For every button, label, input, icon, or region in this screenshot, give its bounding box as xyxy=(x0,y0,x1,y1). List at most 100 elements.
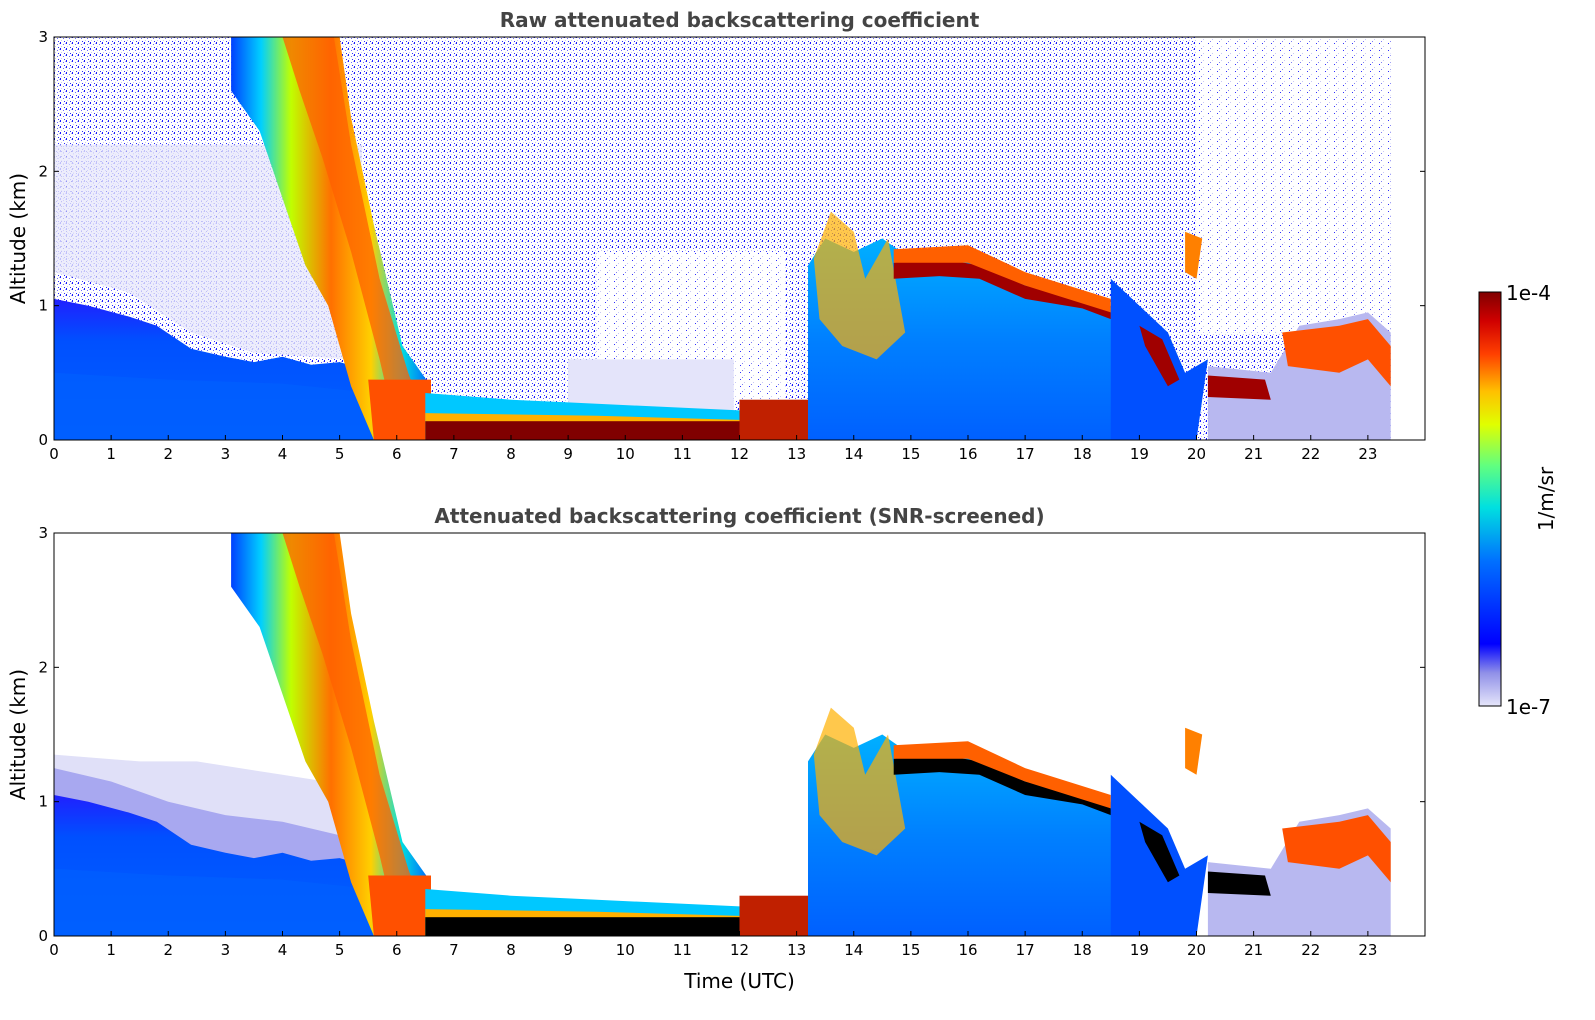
cloud-layer-core xyxy=(893,754,1111,816)
x-tick-label: 16 xyxy=(958,941,977,959)
x-axis-screened: 0 1 2 3 4 5 6 7 8 9 10 11 12 13 14 15 16 17 18 19 20 21 22 23 xyxy=(49,931,1377,959)
low-cloud-band xyxy=(1282,319,1391,387)
x-tick-label: 5 xyxy=(335,941,345,959)
x-tick-label: 20 xyxy=(1187,445,1206,463)
x-tick-label: 0 xyxy=(49,941,59,959)
x-tick-label: 7 xyxy=(449,941,459,959)
x-tick-label: 23 xyxy=(1358,941,1377,959)
plume-base xyxy=(368,875,431,936)
cloud-layer-edge xyxy=(893,741,1111,809)
x-tick-label: 20 xyxy=(1187,941,1206,959)
x-tick-label: 9 xyxy=(563,941,573,959)
x-tick-label: 1 xyxy=(106,445,116,463)
x-tick-label: 0 xyxy=(49,445,59,463)
mixed-cloud xyxy=(1139,325,1180,387)
cloud-base-mix xyxy=(813,707,906,856)
low-cloud-core xyxy=(1207,375,1271,400)
panel-raw: Raw attenuated backscattering coefficien… xyxy=(6,8,1426,463)
colorbar-min-label: 1e-7 xyxy=(1506,695,1551,719)
panel-title-screened: Attenuated backscattering coefficient (S… xyxy=(434,504,1044,528)
cloud-layer-edge xyxy=(893,245,1111,313)
x-tick-label: 8 xyxy=(506,445,516,463)
surface-layer-saturated xyxy=(425,421,740,440)
y-tick-label: 1 xyxy=(38,297,48,315)
x-tick-label: 4 xyxy=(278,445,288,463)
surface-layer-patch xyxy=(739,399,809,440)
aerosol-plume-core xyxy=(282,533,426,930)
y-axis-screened: 0 1 2 3 xyxy=(38,524,1425,945)
heatmap-screened xyxy=(54,533,1391,936)
colorbar-unit-label: 1/m/sr xyxy=(1534,466,1558,531)
x-tick-label: 22 xyxy=(1301,445,1320,463)
x-tick-label: 13 xyxy=(787,445,806,463)
y-axis-label-screened: Altitude (km) xyxy=(6,669,30,800)
y-axis-raw: 0 1 2 3 xyxy=(38,28,1425,449)
x-tick-label: 16 xyxy=(958,445,977,463)
y-axis-label-raw: Altitude (km) xyxy=(6,173,30,304)
x-axis-raw: 0 1 2 3 4 5 6 7 8 9 10 11 12 13 14 15 16 17 18 19 20 21 22 23 xyxy=(49,435,1377,463)
x-tick-label: 19 xyxy=(1130,445,1149,463)
y-tick-label: 2 xyxy=(38,162,48,180)
x-tick-label: 1 xyxy=(106,941,116,959)
cloud-layer-core xyxy=(893,258,1111,320)
mixed-cloud xyxy=(1139,821,1180,883)
plume-base xyxy=(368,379,431,440)
colorbar-max-label: 1e-4 xyxy=(1506,281,1551,305)
boundary-layer-core xyxy=(54,868,386,936)
x-tick-label: 12 xyxy=(730,941,749,959)
colorbar-gradient xyxy=(1478,291,1502,707)
x-tick-label: 14 xyxy=(844,941,863,959)
x-axis-label: Time (UTC) xyxy=(683,969,795,993)
x-tick-label: 15 xyxy=(901,445,920,463)
x-tick-label: 9 xyxy=(563,445,573,463)
y-tick-label: 0 xyxy=(38,927,48,945)
cloud-fragment xyxy=(1185,231,1203,279)
x-tick-label: 17 xyxy=(1016,445,1035,463)
x-tick-label: 10 xyxy=(616,445,635,463)
cloud-fragment xyxy=(1185,727,1203,775)
x-tick-label: 4 xyxy=(278,941,288,959)
x-tick-label: 2 xyxy=(163,445,173,463)
x-tick-label: 17 xyxy=(1016,941,1035,959)
x-tick-label: 11 xyxy=(673,445,692,463)
low-cloud-band xyxy=(1282,815,1391,883)
x-tick-label: 13 xyxy=(787,941,806,959)
x-tick-label: 21 xyxy=(1244,445,1263,463)
x-tick-label: 23 xyxy=(1358,445,1377,463)
x-tick-label: 14 xyxy=(844,445,863,463)
panel-title-raw: Raw attenuated backscattering coefficien… xyxy=(500,8,980,32)
aerosol-plume-core xyxy=(282,37,426,434)
cloud-base-mix xyxy=(813,211,906,360)
x-tick-label: 21 xyxy=(1244,941,1263,959)
colorbar: 1e-4 1e-7 1/m/sr xyxy=(1478,281,1558,719)
y-tick-label: 2 xyxy=(38,658,48,676)
panel-screened: Attenuated backscattering coefficient (S… xyxy=(6,504,1426,993)
sparse-noise-region xyxy=(1196,37,1391,333)
x-tick-label: 3 xyxy=(221,941,231,959)
x-tick-label: 11 xyxy=(673,941,692,959)
x-tick-label: 6 xyxy=(392,941,402,959)
x-tick-label: 10 xyxy=(616,941,635,959)
x-tick-label: 6 xyxy=(392,445,402,463)
x-tick-label: 2 xyxy=(163,941,173,959)
x-tick-label: 15 xyxy=(901,941,920,959)
y-tick-label: 3 xyxy=(38,28,48,46)
x-tick-label: 12 xyxy=(730,445,749,463)
y-tick-label: 3 xyxy=(38,524,48,542)
y-tick-label: 1 xyxy=(38,793,48,811)
x-tick-label: 19 xyxy=(1130,941,1149,959)
heatmap-raw xyxy=(54,37,1391,440)
x-tick-label: 18 xyxy=(1073,445,1092,463)
boundary-layer-core xyxy=(54,372,386,440)
surface-layer-saturated xyxy=(425,917,740,936)
y-tick-label: 0 xyxy=(38,431,48,449)
x-tick-label: 8 xyxy=(506,941,516,959)
low-cloud-core xyxy=(1207,871,1271,896)
x-tick-label: 18 xyxy=(1073,941,1092,959)
surface-layer-patch xyxy=(739,895,809,936)
x-tick-label: 7 xyxy=(449,445,459,463)
x-tick-label: 5 xyxy=(335,445,345,463)
x-tick-label: 3 xyxy=(221,445,231,463)
x-tick-label: 22 xyxy=(1301,941,1320,959)
